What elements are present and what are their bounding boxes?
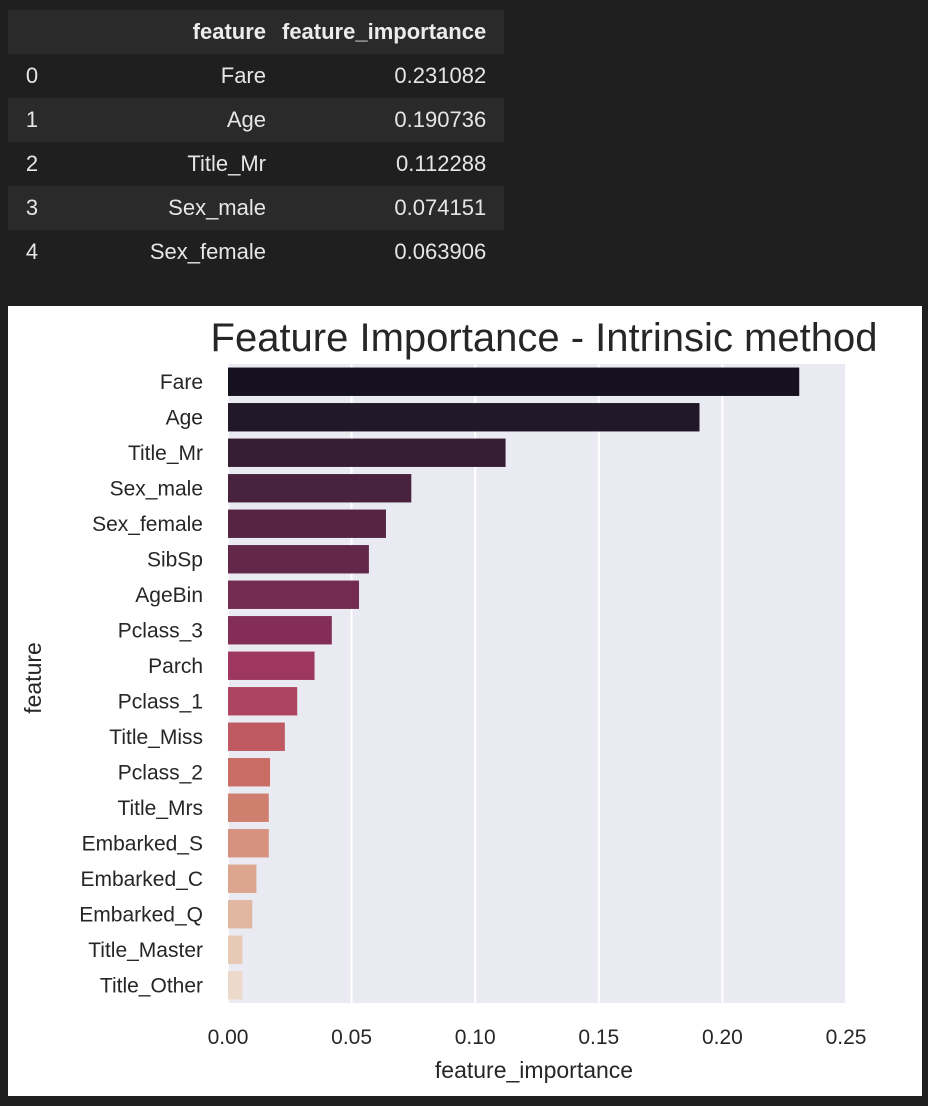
row-importance: 0.190736 <box>394 107 487 132</box>
row-importance: 0.112288 <box>396 151 487 176</box>
grid-lines <box>227 364 847 1003</box>
bar <box>228 545 369 574</box>
table-row: 2 Title_Mr 0.112288 <box>8 142 505 186</box>
x-tick-label: 0.10 <box>455 1026 496 1049</box>
row-index: 0 <box>25 63 39 88</box>
row-index: 4 <box>25 239 39 264</box>
bar <box>228 616 332 645</box>
row-feature: Sex_female <box>149 239 266 264</box>
x-tick-label: 0.00 <box>208 1026 249 1049</box>
bar <box>228 722 285 751</box>
row-feature: Sex_male <box>168 195 266 220</box>
y-tick-label: Title_Mrs <box>117 797 203 820</box>
bars <box>228 367 800 1000</box>
y-tick-label: Title_Mr <box>128 442 203 465</box>
table-header-row: feature feature_importance <box>8 10 505 54</box>
table-row: 1 Age 0.190736 <box>8 98 505 142</box>
feature-header: feature <box>192 19 266 44</box>
x-tick-label: 0.05 <box>331 1026 372 1049</box>
bar <box>228 829 269 858</box>
x-tick-labels: 0.00 0.05 0.10 0.15 0.20 0.25 <box>208 1026 867 1049</box>
row-index: 2 <box>25 151 39 176</box>
y-tick-label: Parch <box>148 655 203 678</box>
y-tick-label: Title_Master <box>88 939 203 962</box>
y-tick-label: Age <box>166 406 203 429</box>
feature-importance-table: feature feature_importance 0 Fare 0.2310… <box>8 10 505 274</box>
index-header <box>8 10 56 54</box>
chart-svg: Feature Importance - Intrinsic method Fa… <box>20 316 878 1083</box>
y-tick-label: Pclass_3 <box>118 619 203 642</box>
y-tick-label: AgeBin <box>135 584 203 607</box>
row-importance: 0.074151 <box>394 195 487 220</box>
chart-title: Feature Importance - Intrinsic method <box>211 316 878 360</box>
bar <box>228 900 253 929</box>
bar <box>228 367 800 396</box>
bar <box>228 403 700 432</box>
feature-importance-header: feature_importance <box>282 19 487 44</box>
bar <box>228 971 243 1000</box>
y-tick-label: Title_Other <box>100 974 203 997</box>
table-row: 0 Fare 0.231082 <box>8 54 505 98</box>
y-tick-label: Sex_male <box>110 477 203 500</box>
row-index: 1 <box>25 107 39 132</box>
row-importance: 0.063906 <box>394 239 487 264</box>
x-axis-label: feature_importance <box>435 1057 633 1083</box>
y-tick-label: Pclass_2 <box>118 761 203 784</box>
y-tick-label: SibSp <box>147 548 203 571</box>
y-tick-label: Embarked_Q <box>79 903 203 926</box>
bar <box>228 864 257 893</box>
bar <box>228 651 315 680</box>
bar <box>228 793 269 822</box>
row-feature: Fare <box>220 63 266 88</box>
y-tick-label: Pclass_1 <box>118 690 203 713</box>
bar <box>228 474 412 503</box>
row-importance: 0.231082 <box>394 63 487 88</box>
bar <box>228 935 243 964</box>
y-tick-label: Embarked_C <box>80 868 203 891</box>
y-axis-label: feature <box>20 642 46 714</box>
y-tick-label: Fare <box>160 371 203 394</box>
y-tick-label: Embarked_S <box>82 832 203 855</box>
row-feature: Title_Mr <box>187 151 266 176</box>
bar <box>228 580 360 609</box>
bar <box>228 438 506 467</box>
feature-importance-chart: Feature Importance - Intrinsic method Fa… <box>8 306 922 1096</box>
table-row: 4 Sex_female 0.063906 <box>8 230 505 274</box>
y-tick-label: Sex_female <box>92 513 203 536</box>
bar <box>228 509 386 538</box>
bar <box>228 758 271 787</box>
x-tick-label: 0.15 <box>578 1026 619 1049</box>
table-row: 3 Sex_male 0.074151 <box>8 186 505 230</box>
x-tick-label: 0.20 <box>702 1026 743 1049</box>
x-tick-label: 0.25 <box>826 1026 867 1049</box>
y-tick-labels: Fare Age Title_Mr Sex_male Sex_female SibSp Ag… <box>79 371 203 998</box>
bar <box>228 687 298 716</box>
row-feature: Age <box>226 107 266 132</box>
plot-background <box>228 364 846 1003</box>
row-index: 3 <box>25 195 39 220</box>
y-tick-label: Title_Miss <box>109 726 203 749</box>
